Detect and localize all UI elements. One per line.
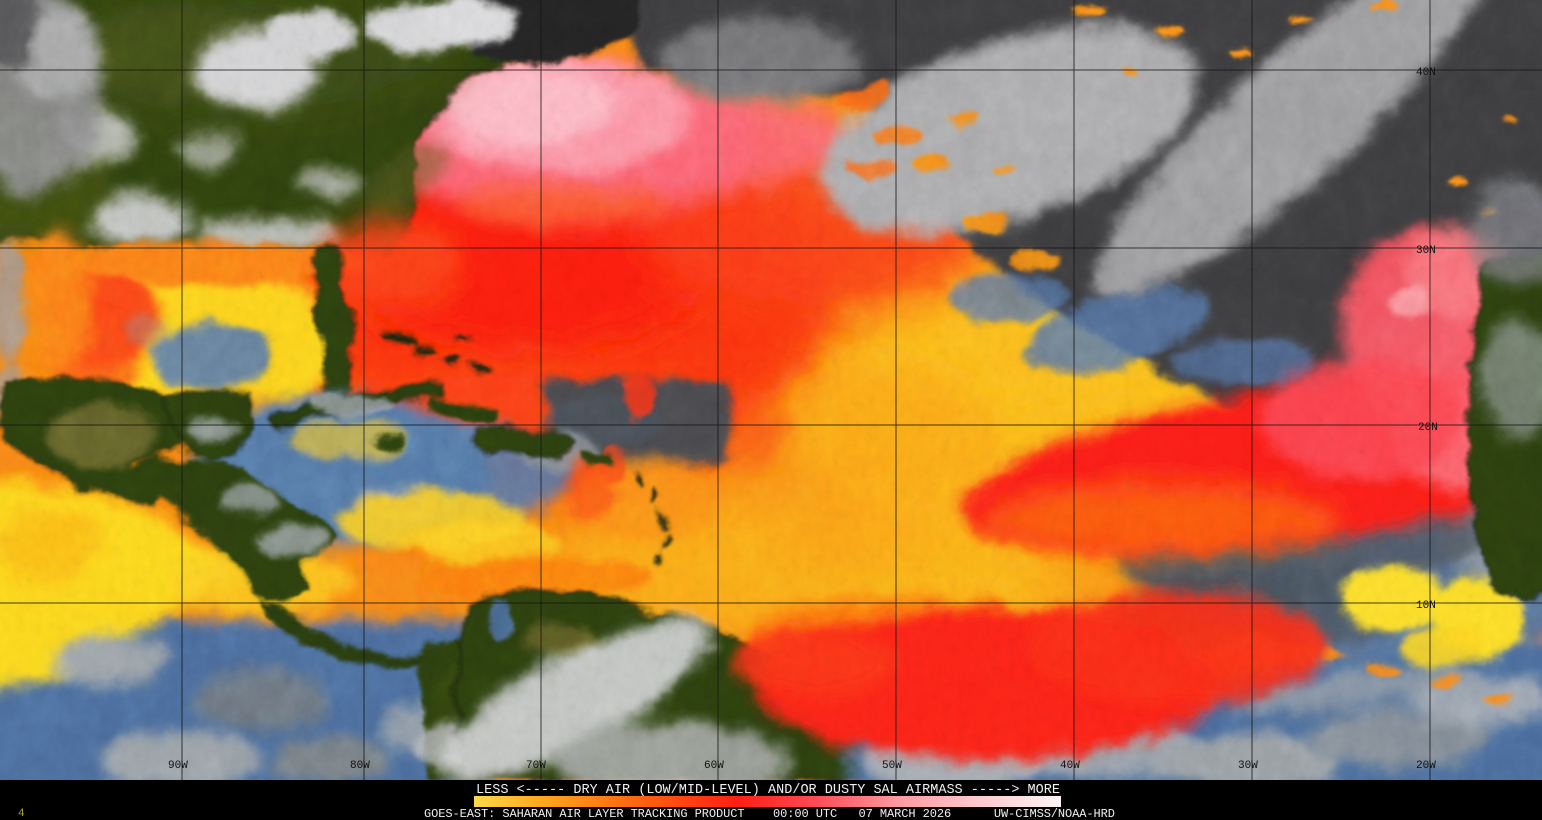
svg-text:30W: 30W bbox=[1238, 760, 1258, 772]
svg-text:GOES-EAST: SAHARAN AIR LAYER T: GOES-EAST: SAHARAN AIR LAYER TRACKING PR… bbox=[424, 807, 1115, 820]
svg-text:50W: 50W bbox=[882, 760, 902, 772]
svg-text:60W: 60W bbox=[704, 760, 724, 772]
svg-text:10N: 10N bbox=[1416, 600, 1436, 612]
svg-text:40W: 40W bbox=[1060, 760, 1080, 772]
svg-text:20N: 20N bbox=[1418, 422, 1438, 434]
svg-text:20W: 20W bbox=[1416, 760, 1436, 772]
svg-text:90W: 90W bbox=[168, 760, 188, 772]
svg-text:80W: 80W bbox=[350, 760, 370, 772]
svg-text:30N: 30N bbox=[1416, 245, 1436, 257]
svg-text:4: 4 bbox=[18, 808, 25, 820]
svg-text:70W: 70W bbox=[526, 760, 546, 772]
svg-text:LESS <----- DRY AIR (LOW/MID-L: LESS <----- DRY AIR (LOW/MID-LEVEL) AND/… bbox=[476, 783, 1060, 798]
svg-text:40N: 40N bbox=[1416, 67, 1436, 79]
